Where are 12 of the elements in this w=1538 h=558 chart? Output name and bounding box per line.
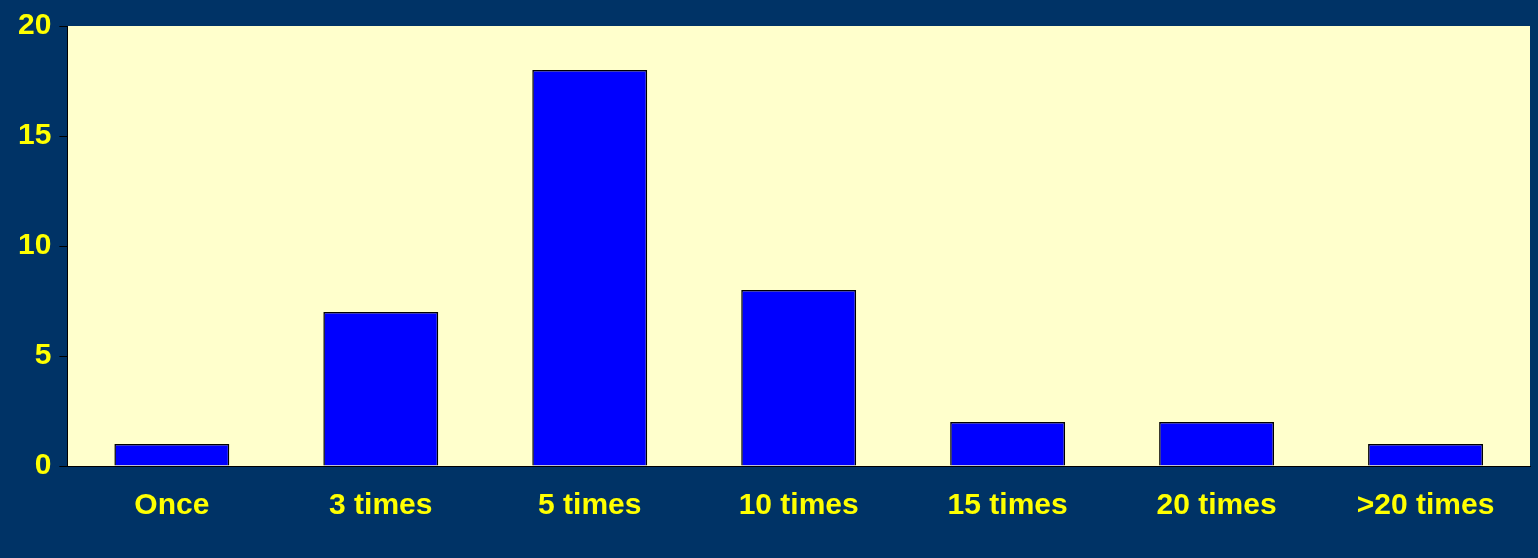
x-tick-label: 5 times	[538, 487, 642, 521]
x-tick-label: 3 times	[329, 487, 433, 521]
x-tick-label: 15 times	[947, 487, 1068, 521]
y-tick-label: 5	[34, 337, 52, 371]
x-tick-label: Once	[134, 487, 210, 521]
y-tick-label: 15	[17, 117, 52, 151]
x-tick-label: 10 times	[738, 487, 859, 521]
y-tick-label: 10	[17, 227, 52, 261]
x-tick-label: >20 times	[1356, 487, 1495, 521]
x-tick-label: 20 times	[1156, 487, 1277, 521]
y-tick-label: 20	[17, 7, 52, 41]
y-tick-label: 0	[34, 447, 52, 481]
